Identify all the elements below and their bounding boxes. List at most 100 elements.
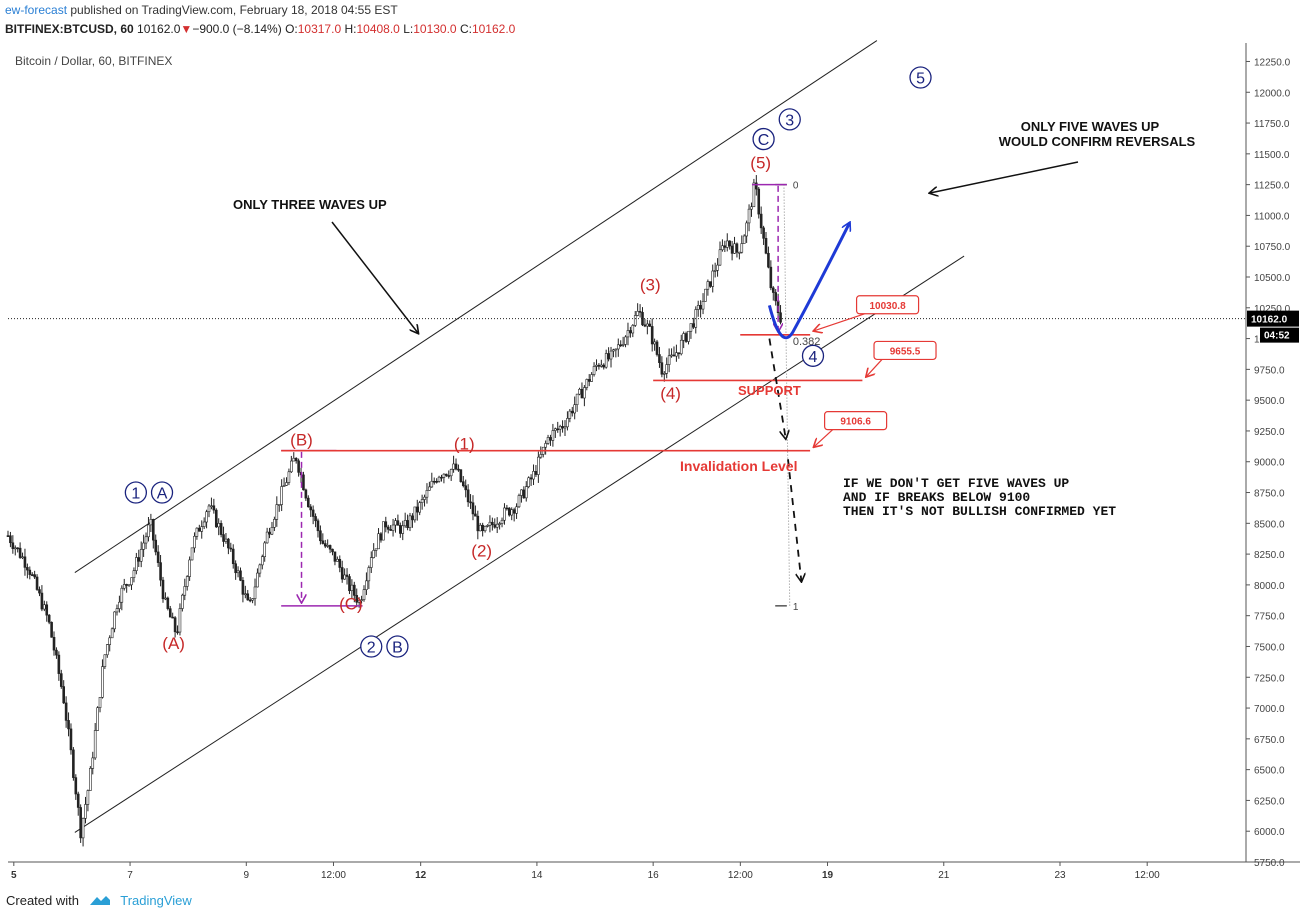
candle-body <box>570 410 574 414</box>
candle-body <box>275 504 279 520</box>
candle-body <box>81 818 85 839</box>
candle-body <box>675 352 678 357</box>
candle-body <box>461 481 465 487</box>
candle-body <box>733 243 736 254</box>
candle-body <box>156 551 160 563</box>
candle-body <box>718 249 722 266</box>
candle-body <box>164 597 167 600</box>
footer: Created with TradingView <box>6 893 192 908</box>
candle-body <box>646 323 649 327</box>
candle-body <box>314 516 317 522</box>
y-tick-label: 8500.0 <box>1254 519 1285 530</box>
y-tick-label: 8750.0 <box>1254 489 1285 500</box>
candle-body <box>730 245 734 254</box>
candle-body <box>222 534 225 542</box>
candle-body <box>580 388 584 399</box>
y-tick-label: 10750.0 <box>1254 242 1291 253</box>
candle-body <box>556 428 560 431</box>
down-arrow-icon: ▼ <box>180 22 193 36</box>
candle-body <box>384 521 388 528</box>
candle-body <box>152 519 155 541</box>
candle-body <box>583 387 586 399</box>
candle-body <box>430 480 434 488</box>
candle-body <box>248 599 252 602</box>
candle-body <box>212 505 216 511</box>
candle-body <box>101 666 104 698</box>
candle-body <box>270 527 274 535</box>
candle-body <box>478 524 482 532</box>
x-tick-label: 12:00 <box>321 870 346 881</box>
candle-body <box>684 333 688 342</box>
candle-body <box>600 364 603 367</box>
tradingview-link[interactable]: TradingView <box>120 893 192 908</box>
candle-body <box>277 504 281 506</box>
publish-info: ew-forecast published on TradingView.com… <box>5 3 398 17</box>
candle-body <box>224 538 228 542</box>
author-link[interactable]: ew-forecast <box>5 3 68 17</box>
candle-body <box>682 333 685 341</box>
level-tag <box>873 340 937 361</box>
candle-body <box>491 521 494 526</box>
candle-body <box>609 350 613 360</box>
candle-body <box>154 539 158 553</box>
y-tick-label: 6250.0 <box>1254 796 1285 807</box>
candle-body <box>529 477 533 480</box>
candle-body <box>345 574 349 577</box>
level-tag-label: 9106.6 <box>840 417 871 428</box>
candle-body <box>621 344 625 346</box>
level-tag-pointer <box>866 359 883 376</box>
candle-body <box>764 237 768 254</box>
wave-label-blue: 1 <box>131 486 140 503</box>
candle-body <box>379 533 383 541</box>
candle-body <box>67 720 70 730</box>
candle-body <box>689 323 693 332</box>
candle-body <box>96 707 99 731</box>
candle-body <box>415 506 419 513</box>
candle-body <box>319 530 322 542</box>
candle-body <box>108 637 112 645</box>
level-tag <box>855 295 920 315</box>
candle-body <box>79 807 82 839</box>
candle-body <box>89 768 92 791</box>
note-three-waves: ONLY THREE WAVES UP <box>233 197 387 212</box>
wave-circle <box>801 344 825 367</box>
candle-body <box>631 325 635 334</box>
candle-body <box>326 545 329 547</box>
candle-body <box>28 569 32 575</box>
candle-body <box>33 574 36 578</box>
candle-body <box>425 490 429 498</box>
low-value: 10130.0 <box>413 22 457 36</box>
note-three-waves-arrow <box>331 221 418 333</box>
candle-body <box>745 222 748 237</box>
y-tick-label: 11250.0 <box>1254 181 1290 192</box>
candle-body <box>137 557 141 562</box>
note-condition-2: AND IF BREAKS BELOW 9100 <box>843 490 1030 505</box>
y-tick-label: 10500.0 <box>1254 273 1291 284</box>
low-label: L: <box>403 22 414 36</box>
candle-body <box>585 379 589 388</box>
candle-body <box>650 326 654 345</box>
candle-body <box>752 182 756 208</box>
candle-body <box>658 354 661 363</box>
candle-body <box>173 617 177 633</box>
candle-body <box>742 235 746 244</box>
y-tick-label: 9500.0 <box>1254 396 1285 407</box>
wave-circle <box>752 127 775 151</box>
candle-body <box>437 476 441 482</box>
candle-body <box>575 393 579 405</box>
candle-body <box>394 520 397 526</box>
candle-body <box>200 526 204 532</box>
candle-body <box>721 245 724 251</box>
candle-body <box>171 616 174 619</box>
candle-body <box>62 686 66 704</box>
candle-body <box>132 570 136 578</box>
candle-body <box>411 515 414 521</box>
candle-body <box>198 527 201 532</box>
candle-body <box>418 502 421 513</box>
y-tick-label: 5750.0 <box>1254 858 1285 869</box>
wave-label-blue: A <box>157 486 168 503</box>
bullish-path-arrow <box>767 223 849 340</box>
wave-label-red: (4) <box>660 384 681 403</box>
candle-body <box>495 523 499 528</box>
